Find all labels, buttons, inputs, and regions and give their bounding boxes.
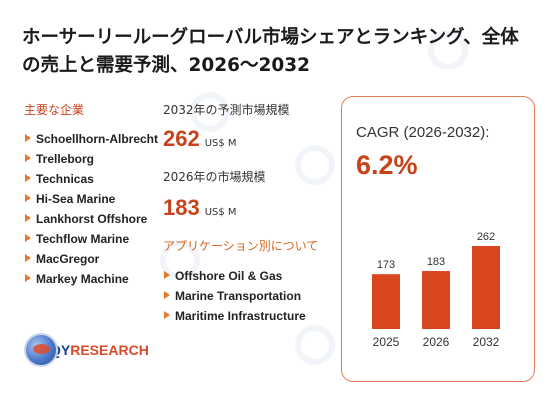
bar-2032 xyxy=(472,246,500,329)
cagr-value: 6.2% xyxy=(356,150,418,180)
forecast-value: 262 xyxy=(163,126,200,151)
logo-text-research: RESEARCH xyxy=(70,342,149,358)
tick-label-2026: 2026 xyxy=(423,335,450,349)
list-item: Offshore Oil & Gas xyxy=(163,266,338,286)
list-item: Marine Transportation xyxy=(163,286,338,306)
forecast-unit: US$ M xyxy=(204,138,237,149)
logo-text: QYRESEARCH xyxy=(50,342,149,358)
forecast-label: 2032年の予測市場規模 xyxy=(163,103,290,117)
current-unit: US$ M xyxy=(204,207,237,218)
list-item: Technicas xyxy=(24,169,159,189)
list-item: Maritime Infrastructure xyxy=(163,306,338,326)
application-list: Offshore Oil & Gas Marine Transportation… xyxy=(163,266,338,326)
qyresearch-logo: QYRESEARCH xyxy=(24,333,149,367)
bar-chart: 173 2025 183 2026 262 2032 xyxy=(372,231,500,349)
list-item: Schoellhorn-Albrecht xyxy=(24,129,159,149)
watermark-logo xyxy=(295,145,335,185)
page-title: ホーサーリールーグローバル市場シェアとランキング、全体の売上と需要予測、2026… xyxy=(22,27,519,76)
cagr-panel xyxy=(341,96,535,382)
cagr-label: CAGR (2026-2032): xyxy=(356,124,490,141)
bar-2026 xyxy=(422,271,450,329)
current-size: 183 US$ M xyxy=(163,195,237,221)
data-label-2032: 262 xyxy=(477,231,495,243)
watermark-logo xyxy=(190,92,230,132)
applications-label: アプリケーション別について xyxy=(163,239,319,253)
current-value: 183 xyxy=(163,195,200,220)
watermark-logo xyxy=(160,240,200,280)
list-item: Lankhorst Offshore xyxy=(24,209,159,229)
list-item: MacGregor xyxy=(24,249,159,269)
company-list: Schoellhorn-Albrecht Trelleborg Technica… xyxy=(24,129,159,289)
list-item: Techflow Marine xyxy=(24,229,159,249)
list-item: Trelleborg xyxy=(24,149,159,169)
globe-icon xyxy=(24,333,58,367)
forecast-size: 262 US$ M xyxy=(163,126,237,152)
list-item: Markey Machine xyxy=(24,269,159,289)
watermark-logo xyxy=(295,325,335,365)
tick-label-2025: 2025 xyxy=(373,335,400,349)
watermark-logo xyxy=(428,30,468,70)
current-label: 2026年の市場規模 xyxy=(163,170,266,184)
data-label-2026: 183 xyxy=(427,256,445,268)
bar-2025 xyxy=(372,274,400,329)
companies-label: 主要な企業 xyxy=(24,103,85,117)
data-label-2025: 173 xyxy=(377,259,395,271)
tick-label-2032: 2032 xyxy=(473,335,500,349)
list-item: Hi-Sea Marine xyxy=(24,189,159,209)
